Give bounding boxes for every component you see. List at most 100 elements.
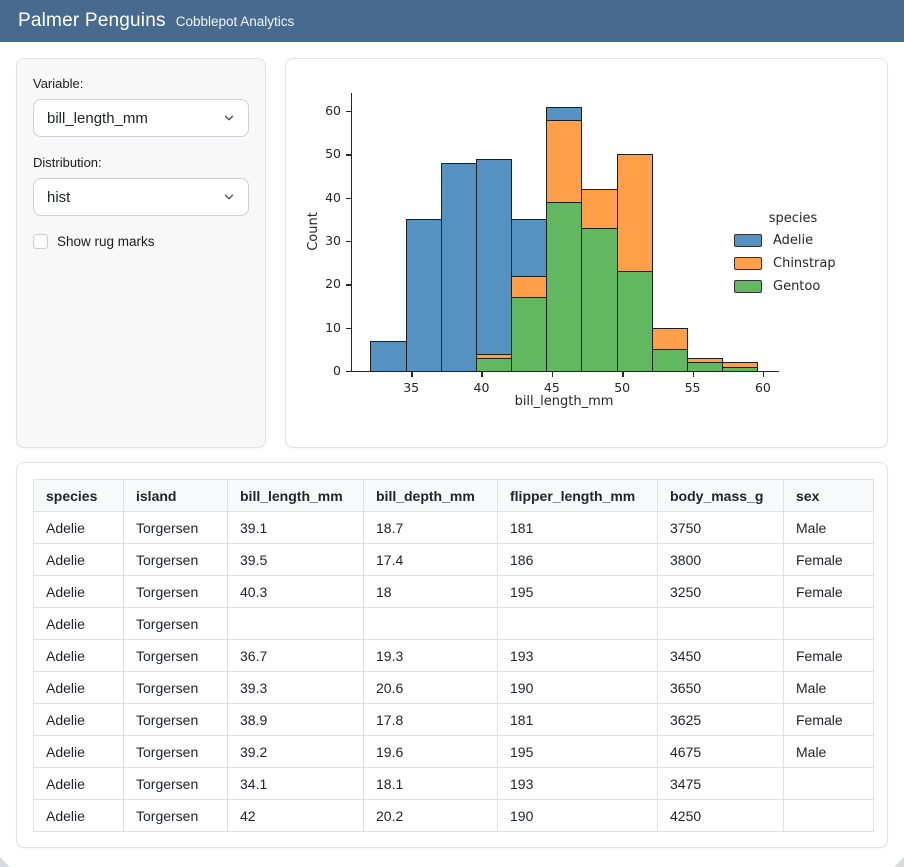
y-tick-mark	[346, 154, 351, 156]
table-cell: 39.5	[227, 543, 364, 576]
hist-bar-segment-adelie	[475, 158, 513, 355]
column-header-species: species	[33, 479, 124, 512]
legend-entry: Chinstrap	[734, 256, 894, 271]
hist-bar-segment-adelie	[370, 340, 407, 372]
hist-bar-segment-adelie	[511, 219, 548, 277]
table-cell: Adelie	[33, 671, 124, 704]
table-cell	[783, 799, 874, 832]
table-cell: 195	[497, 735, 658, 768]
rug-marks-checkbox[interactable]	[33, 234, 48, 249]
column-header-flipper_length_mm: flipper_length_mm	[497, 479, 658, 512]
table-cell: Adelie	[33, 639, 124, 672]
table-cell: Adelie	[33, 511, 124, 544]
hist-bar-segment-gentoo	[686, 362, 724, 372]
chevron-down-icon	[222, 190, 236, 204]
table-cell: Torgersen	[123, 799, 228, 832]
legend-entry: Gentoo	[734, 279, 894, 294]
table-cell: 19.3	[363, 639, 498, 672]
table-cell: Female	[783, 703, 874, 736]
table-row[interactable]: Adelie Torgersen 39.5 17.4 186 3800 Female	[33, 543, 874, 576]
app-subtitle: Cobblepot Analytics	[175, 14, 295, 29]
distribution-label: Distribution:	[33, 155, 102, 170]
table-cell	[497, 607, 658, 640]
column-header-sex: sex	[783, 479, 874, 512]
table-cell: 20.2	[363, 799, 498, 832]
table-cell: 3800	[657, 543, 784, 576]
table-cell: Torgersen	[123, 767, 228, 800]
table-cell	[783, 607, 874, 640]
table-cell: Torgersen	[123, 703, 228, 736]
table-cell	[783, 767, 874, 800]
table-cell: 36.7	[227, 639, 364, 672]
sidebar: Variable: bill_length_mm Distribution: h…	[16, 58, 266, 448]
x-tick-label: 60	[754, 380, 771, 395]
table-cell: Female	[783, 543, 874, 576]
histogram-plot: Count bill_length_mm species Adelie Chins…	[286, 59, 889, 449]
table-cell: Torgersen	[123, 671, 228, 704]
column-header-body_mass_g: body_mass_g	[657, 479, 784, 512]
table-cell: Adelie	[33, 767, 124, 800]
legend-entry: Adelie	[734, 233, 894, 248]
hist-bar-segment-gentoo	[651, 349, 688, 372]
y-tick-label: 50	[325, 146, 341, 162]
column-header-bill_depth_mm: bill_depth_mm	[363, 479, 498, 512]
table-cell: 3625	[657, 703, 784, 736]
x-tick-label: 50	[614, 380, 631, 395]
table-cell: 181	[497, 511, 658, 544]
table-cell: 40.3	[227, 575, 364, 608]
chevron-down-icon	[222, 111, 236, 125]
table-cell: 3475	[657, 767, 784, 800]
hist-bar-segment-gentoo	[511, 297, 548, 372]
legend-label: Gentoo	[773, 279, 821, 294]
table-cell: Adelie	[33, 607, 124, 640]
table-row[interactable]: Adelie Torgersen 39.3 20.6 190 3650 Male	[33, 671, 874, 704]
hist-bar-segment-chinstrap	[651, 327, 688, 351]
x-tick-mark	[411, 372, 413, 377]
penguins-table[interactable]: species island bill_length_mm bill_depth_mm…	[33, 479, 874, 832]
table-row[interactable]: Adelie Torgersen 42 20.2 190 4250	[33, 799, 874, 832]
y-tick-mark	[346, 197, 351, 200]
table-row[interactable]: Adelie Torgersen 34.1 18.1 193 3475	[33, 767, 874, 800]
distribution-select[interactable]: hist	[33, 178, 249, 216]
table-row[interactable]: Adelie Torgersen 39.1 18.7 181 3750 Male	[33, 511, 874, 544]
table-row[interactable]: Adelie Torgersen 38.9 17.8 181 3625 Female	[33, 703, 874, 736]
table-cell: 38.9	[227, 703, 364, 736]
table-cell: 17.8	[363, 703, 498, 736]
legend-label: Adelie	[773, 233, 814, 248]
table-cell: 190	[497, 671, 658, 704]
table-cell: Torgersen	[123, 735, 228, 768]
table-cell: 3250	[657, 575, 784, 608]
table-cell: 19.6	[363, 735, 498, 768]
table-cell: Male	[783, 511, 874, 544]
column-header-island: island	[123, 479, 228, 512]
table-cell: Torgersen	[123, 607, 228, 640]
table-row[interactable]: Adelie Torgersen 36.7 19.3 193 3450 Female	[33, 639, 874, 672]
chart-card: Count bill_length_mm species Adelie Chins…	[285, 58, 888, 448]
chart-legend: species Adelie Chinstrap Gentoo	[734, 211, 894, 302]
y-tick-label: 30	[325, 233, 341, 248]
window-corner-right	[894, 857, 904, 867]
table-cell: 4250	[657, 799, 784, 832]
x-tick-mark	[481, 372, 483, 377]
table-cell: 3650	[657, 671, 784, 704]
variable-select[interactable]: bill_length_mm	[33, 99, 249, 137]
rug-marks-checkbox-row[interactable]: Show rug marks	[33, 234, 249, 249]
table-cell: 193	[497, 639, 658, 672]
table-row[interactable]: Adelie Torgersen	[33, 607, 874, 640]
hist-bar-segment-chinstrap	[511, 275, 548, 299]
table-cell: Adelie	[33, 575, 124, 608]
table-row[interactable]: Adelie Torgersen 40.3 18 195 3250 Female	[33, 575, 874, 608]
y-tick-label: 20	[325, 276, 341, 292]
hist-bar-segment-adelie	[440, 163, 477, 372]
table-cell: Female	[783, 575, 874, 608]
rug-marks-label: Show rug marks	[57, 234, 155, 249]
legend-swatch-icon	[734, 257, 762, 270]
app-title: Palmer Penguins	[18, 10, 166, 31]
hist-bar-segment-chinstrap	[722, 362, 759, 368]
table-cell: 4675	[657, 735, 784, 768]
x-tick-mark	[762, 372, 765, 377]
variable-label: Variable:	[33, 76, 84, 91]
table-row[interactable]: Adelie Torgersen 39.2 19.6 195 4675 Male	[33, 735, 874, 768]
y-tick-mark	[346, 284, 351, 286]
window-corner-left	[0, 857, 10, 867]
